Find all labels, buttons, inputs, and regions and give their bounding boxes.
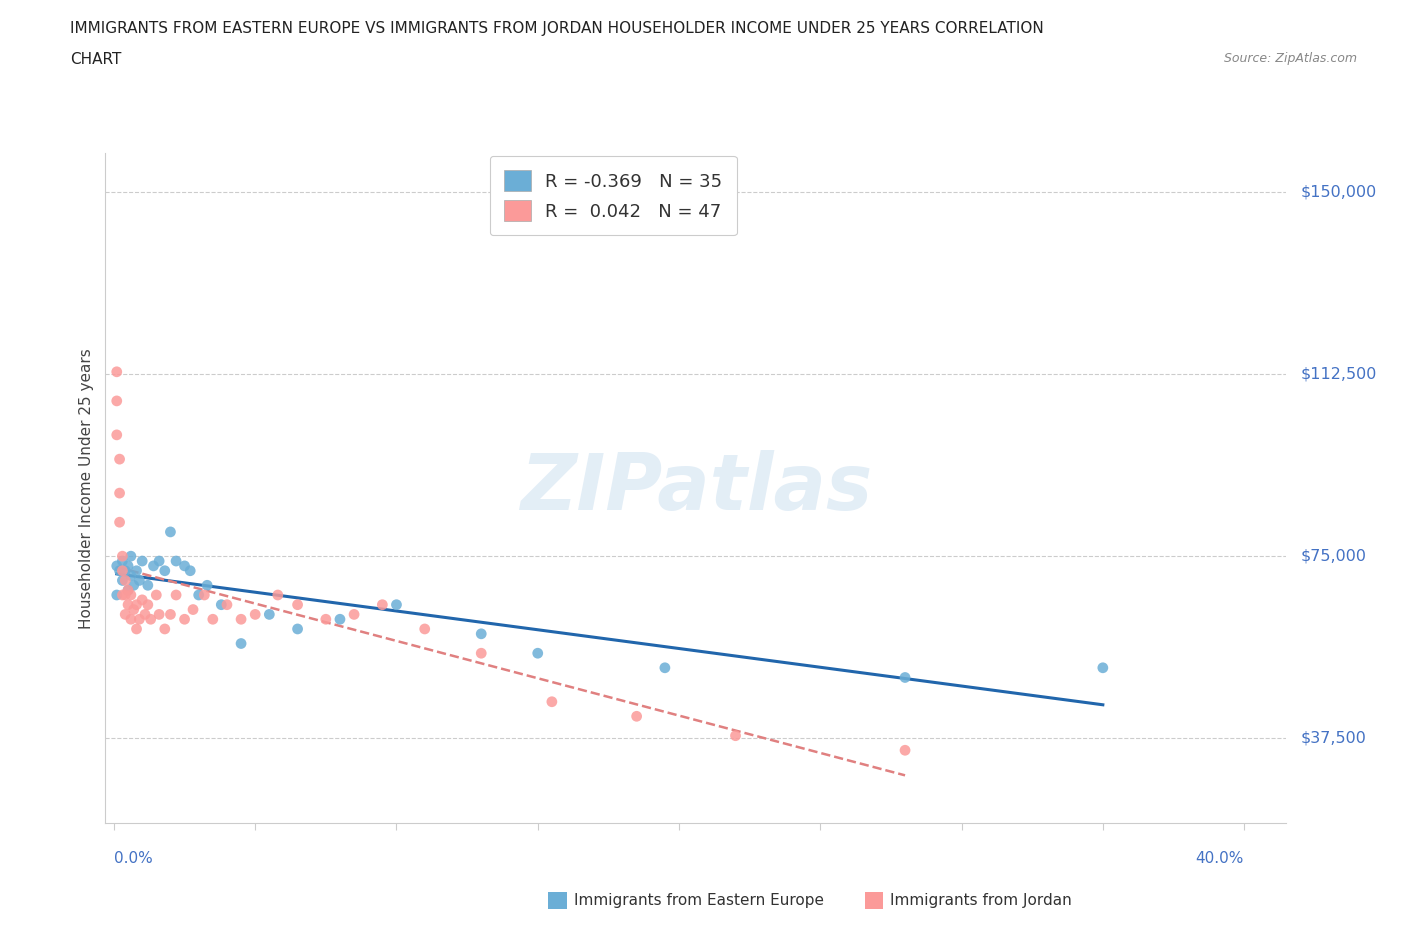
Text: $150,000: $150,000: [1301, 185, 1376, 200]
Point: [470, 627, 492, 642]
Point: [315, 612, 337, 627]
Point: [343, 607, 366, 622]
Point: [470, 645, 492, 660]
Point: [724, 728, 747, 743]
Text: Source: ZipAtlas.com: Source: ZipAtlas.com: [1223, 52, 1357, 65]
Point: [159, 525, 181, 539]
Point: [108, 452, 131, 467]
Point: [122, 578, 145, 592]
Point: [526, 645, 548, 660]
Point: [117, 597, 139, 612]
Point: [136, 578, 159, 592]
Point: [413, 621, 436, 636]
Point: [215, 597, 238, 612]
Point: [229, 612, 252, 627]
Point: [245, 607, 267, 622]
Point: [120, 549, 142, 564]
Text: $37,500: $37,500: [1301, 731, 1367, 746]
Point: [120, 588, 142, 603]
Point: [267, 588, 290, 603]
Text: 0.0%: 0.0%: [114, 851, 153, 866]
Text: 40.0%: 40.0%: [1195, 851, 1244, 866]
Point: [541, 695, 564, 710]
Point: [114, 564, 136, 578]
Point: [114, 607, 136, 622]
Point: [105, 558, 128, 573]
Point: [626, 709, 648, 724]
Point: [105, 365, 128, 379]
Point: [108, 485, 131, 500]
Point: [187, 588, 209, 603]
Point: [117, 583, 139, 598]
Point: [105, 428, 128, 443]
Point: [111, 549, 134, 564]
Point: [134, 607, 156, 622]
Point: [128, 573, 150, 588]
Point: [165, 553, 187, 568]
Point: [1091, 660, 1114, 675]
Point: [111, 553, 134, 568]
Y-axis label: Householder Income Under 25 years: Householder Income Under 25 years: [79, 348, 94, 629]
Point: [139, 612, 162, 627]
Text: Immigrants from Jordan: Immigrants from Jordan: [890, 893, 1071, 908]
Point: [114, 588, 136, 603]
Point: [117, 558, 139, 573]
Point: [287, 597, 309, 612]
Point: [153, 564, 176, 578]
Point: [159, 607, 181, 622]
Point: [125, 621, 148, 636]
Point: [195, 578, 218, 592]
Point: [894, 743, 917, 758]
Point: [173, 612, 195, 627]
Text: ZIPatlas: ZIPatlas: [520, 450, 872, 526]
Point: [120, 568, 142, 583]
Point: [105, 393, 128, 408]
Point: [894, 670, 917, 684]
Text: $112,500: $112,500: [1301, 366, 1376, 381]
Point: [179, 564, 201, 578]
Point: [142, 558, 165, 573]
Point: [201, 612, 224, 627]
Point: [125, 564, 148, 578]
Point: [111, 588, 134, 603]
Point: [287, 621, 309, 636]
Point: [125, 597, 148, 612]
Point: [371, 597, 394, 612]
Point: [108, 515, 131, 530]
Point: [120, 612, 142, 627]
Point: [136, 597, 159, 612]
Point: [153, 621, 176, 636]
Point: [148, 553, 170, 568]
Point: [111, 573, 134, 588]
Text: $75,000: $75,000: [1301, 549, 1367, 564]
Point: [259, 607, 281, 622]
Point: [173, 558, 195, 573]
Text: IMMIGRANTS FROM EASTERN EUROPE VS IMMIGRANTS FROM JORDAN HOUSEHOLDER INCOME UNDE: IMMIGRANTS FROM EASTERN EUROPE VS IMMIGR…: [70, 21, 1045, 36]
Point: [145, 588, 167, 603]
Point: [122, 602, 145, 617]
Point: [193, 588, 215, 603]
Point: [117, 583, 139, 598]
Point: [131, 592, 153, 607]
Point: [329, 612, 352, 627]
Text: CHART: CHART: [70, 52, 122, 67]
Point: [209, 597, 232, 612]
Point: [128, 612, 150, 627]
Point: [385, 597, 408, 612]
Point: [105, 588, 128, 603]
Point: [165, 588, 187, 603]
Point: [654, 660, 676, 675]
Point: [148, 607, 170, 622]
Text: Immigrants from Eastern Europe: Immigrants from Eastern Europe: [574, 893, 824, 908]
Legend: R = -0.369   N = 35, R =  0.042   N = 47: R = -0.369 N = 35, R = 0.042 N = 47: [489, 156, 737, 235]
Point: [108, 564, 131, 578]
Point: [111, 564, 134, 578]
Point: [131, 553, 153, 568]
Point: [229, 636, 252, 651]
Point: [181, 602, 204, 617]
Point: [114, 573, 136, 588]
